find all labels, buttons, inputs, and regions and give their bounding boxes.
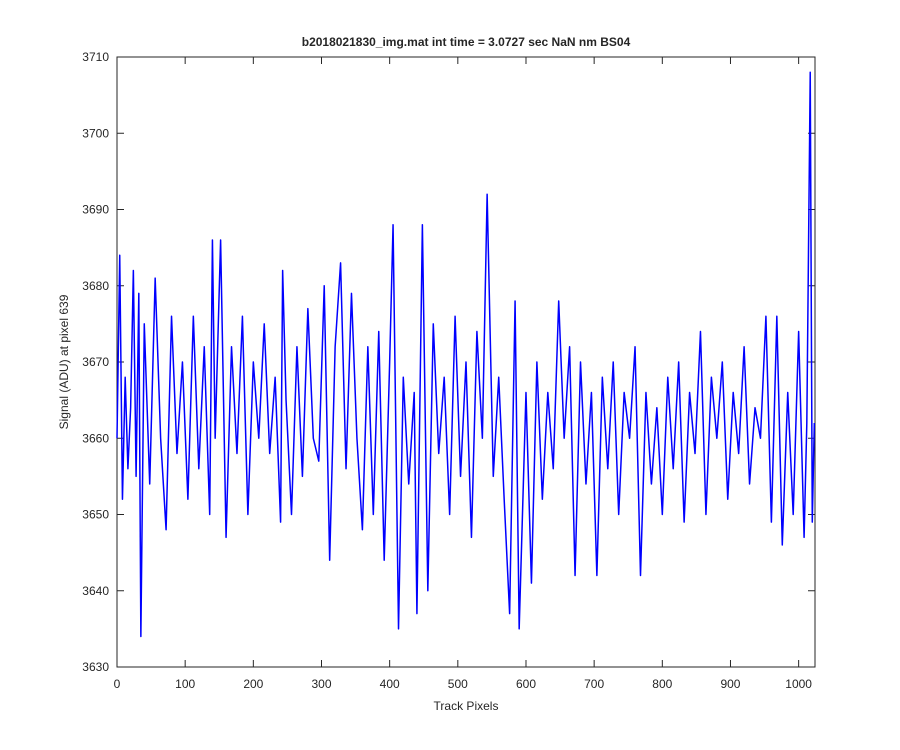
chart-title: b2018021830_img.mat int time = 3.0727 se… — [302, 35, 631, 49]
data-line — [116, 71, 816, 638]
y-axis-label: Signal (ADU) at pixel 639 — [57, 294, 71, 429]
y-tick-label: 3660 — [82, 431, 109, 445]
y-tick-label: 3710 — [82, 50, 109, 64]
y-tick-label: 3700 — [82, 126, 109, 140]
y-tick-label: 3640 — [82, 584, 109, 598]
y-tick-label: 3690 — [82, 203, 109, 217]
y-tick-label: 3680 — [82, 279, 109, 293]
x-tick-label: 200 — [243, 677, 263, 691]
x-tick-label: 900 — [720, 677, 740, 691]
x-axis-label: Track Pixels — [434, 699, 499, 713]
x-tick-label: 100 — [175, 677, 195, 691]
y-tick-label: 3670 — [82, 355, 109, 369]
x-tick-label: 0 — [114, 677, 121, 691]
x-tick-label: 800 — [652, 677, 672, 691]
y-tick-label: 3630 — [82, 660, 109, 674]
x-tick-label: 300 — [311, 677, 331, 691]
x-tick-label: 1000 — [785, 677, 812, 691]
x-tick-label: 500 — [448, 677, 468, 691]
x-tick-label: 400 — [380, 677, 400, 691]
x-tick-label: 700 — [584, 677, 604, 691]
x-tick-label: 600 — [516, 677, 536, 691]
y-tick-label: 3650 — [82, 508, 109, 522]
